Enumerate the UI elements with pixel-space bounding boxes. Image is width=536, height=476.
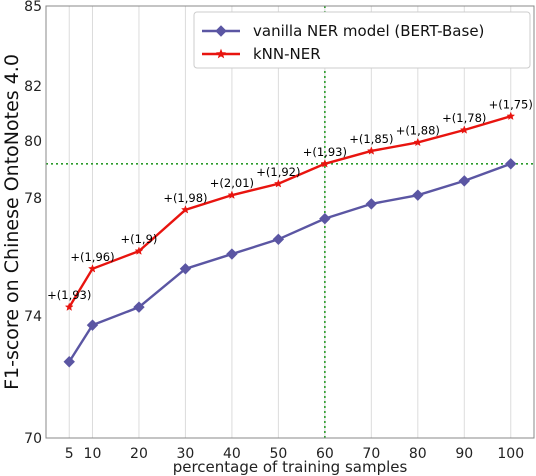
annotation-30: +(1,98) [163, 191, 207, 205]
annotation-60: +(1,93) [303, 145, 347, 159]
series-line-1 [68, 115, 512, 308]
annotation-90: +(1,78) [442, 111, 486, 125]
data-point-knn-10 [88, 264, 97, 273]
data-point-knn-70 [366, 146, 376, 155]
y-tick-78: 78 [24, 191, 42, 207]
x-tick-60: 60 [316, 446, 334, 462]
x-tick-30: 30 [177, 446, 195, 462]
data-point-knn-80 [413, 137, 423, 147]
data-point-knn-50 [273, 179, 283, 188]
x-tick-20: 20 [130, 446, 148, 462]
data-point-vanilla-5 [63, 356, 75, 368]
grid-lines [68, 6, 512, 438]
legend-box [193, 11, 531, 69]
y-tick-85: 85 [24, 0, 42, 15]
data-point-vanilla-90 [458, 175, 470, 187]
x-tick-90: 90 [455, 446, 473, 462]
x-tick-80: 80 [409, 446, 427, 462]
x-axis-label: percentage of training samples [173, 458, 408, 476]
data-point-vanilla-60 [319, 212, 331, 225]
legend-label-vanilla: vanilla NER model (BERT-Base) [253, 22, 484, 40]
series-line-0 [68, 162, 512, 363]
annotation-50: +(1,92) [256, 165, 300, 179]
x-tick-50: 50 [269, 446, 287, 462]
data-point-vanilla-50 [272, 233, 285, 246]
y-axis-label: F1-score on Chinese OntoNotes 4.0 [1, 54, 23, 390]
y-tick-82: 82 [24, 79, 42, 95]
data-point-vanilla-80 [412, 189, 424, 201]
legend-label-knn: kNN-NER [253, 45, 321, 63]
annotation-10: +(1,96) [70, 250, 114, 264]
annotation-70: +(1,85) [349, 132, 393, 146]
data-point-vanilla-20 [133, 301, 145, 313]
data-point-vanilla-70 [365, 198, 378, 210]
data-point-knn-20 [134, 246, 144, 255]
data-point-vanilla-100 [505, 158, 517, 170]
data-point-vanilla-40 [226, 248, 238, 260]
data-point-knn-30 [180, 205, 190, 214]
data-point-knn-60 [320, 159, 330, 168]
legend: vanilla NER model (BERT-Base) kNN-NER [193, 11, 531, 69]
annotation-group: +(1,93) +(1,96) +(1,9) +(1,98)+(2,01)+(1,92… [47, 97, 533, 302]
data-point-knn-5 [64, 302, 74, 311]
data-point-vanilla-10 [86, 319, 99, 331]
annotation-100: +(1,75) [489, 97, 533, 111]
series-group [63, 111, 517, 368]
data-point-knn-100 [506, 111, 516, 121]
x-tick-10: 10 [84, 446, 102, 462]
data-point-vanilla-30 [179, 263, 192, 275]
annotation-40: +(2,01) [210, 176, 254, 190]
legend-marker-vanilla [215, 25, 227, 37]
annotation-5: +(1,93) [47, 288, 91, 302]
x-tick-labels: 5 10 20 30 40 50 60 70 80 90 100 [65, 446, 524, 462]
data-point-knn-90 [459, 125, 469, 134]
y-tick-labels: 70 74 78 80 82 85 [24, 0, 42, 447]
x-tick-100: 100 [497, 446, 524, 462]
y-tick-70: 70 [24, 431, 42, 447]
legend-marker-knn [215, 48, 227, 59]
x-tick-40: 40 [223, 446, 241, 462]
annotation-20: +(1,9) [120, 232, 157, 246]
plot-frame [45, 5, 535, 439]
reference-lines [46, 6, 534, 438]
y-tick-80: 80 [24, 134, 42, 150]
y-tick-74: 74 [24, 309, 42, 325]
x-tick-70: 70 [362, 446, 380, 462]
x-tick-5: 5 [65, 446, 74, 462]
annotation-80: +(1,88) [396, 123, 440, 137]
data-point-knn-40 [227, 190, 237, 199]
